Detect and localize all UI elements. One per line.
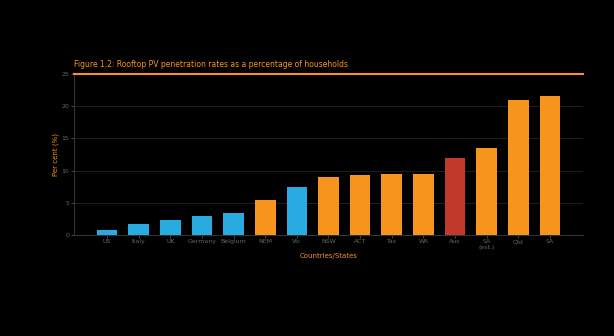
Bar: [97, 230, 117, 235]
Bar: [223, 213, 244, 235]
Bar: [413, 174, 433, 235]
Bar: [287, 187, 307, 235]
Bar: [350, 175, 370, 235]
Bar: [255, 200, 276, 235]
Text: Figure 1.2: Rooftop PV penetration rates as a percentage of households: Figure 1.2: Rooftop PV penetration rates…: [74, 60, 348, 69]
Bar: [318, 177, 339, 235]
Y-axis label: Per cent (%): Per cent (%): [52, 133, 59, 176]
Bar: [192, 216, 212, 235]
X-axis label: Countries/States: Countries/States: [300, 253, 357, 259]
Bar: [508, 100, 529, 235]
Bar: [128, 223, 149, 235]
Bar: [381, 174, 402, 235]
Bar: [160, 220, 181, 235]
Bar: [540, 96, 560, 235]
Bar: [445, 158, 465, 235]
Bar: [476, 148, 497, 235]
